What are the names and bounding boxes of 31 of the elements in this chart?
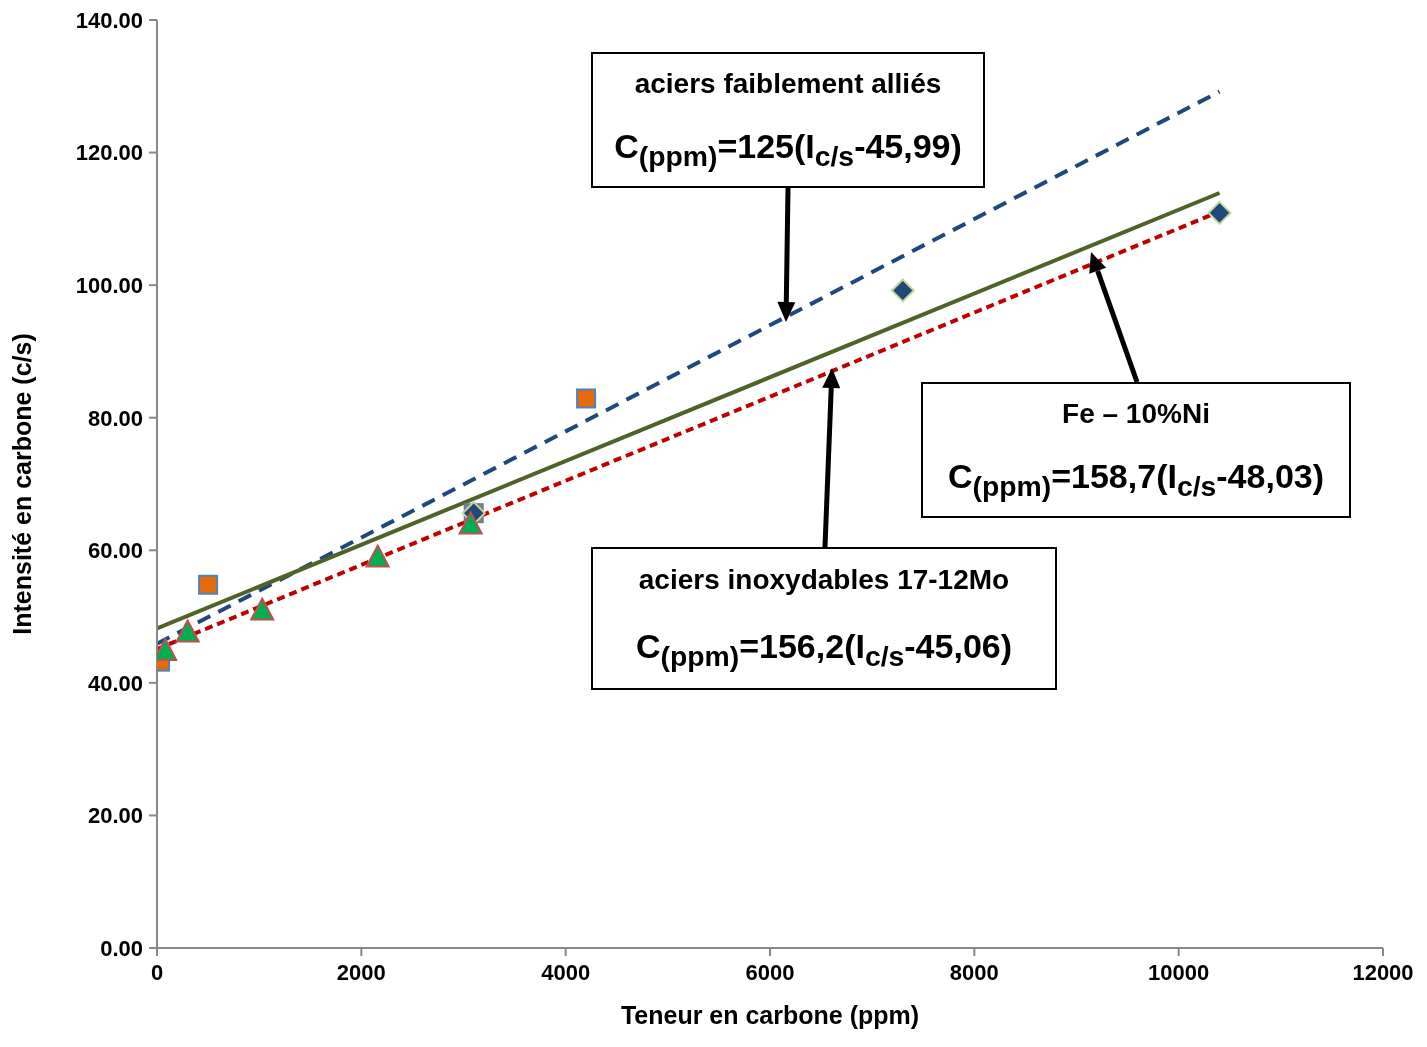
- annotation: C$_{(ppm)}$=158,7(I$_{c/s}$-48,03): [947, 456, 1325, 503]
- annotation: Fe – 10%Ni: [1062, 397, 1210, 430]
- annotation: aciers faiblement alliés: [634, 67, 942, 100]
- y-tick-label: 60.00: [87, 538, 143, 564]
- y-tick-label: 100.00: [75, 272, 143, 298]
- point: [1207, 200, 1232, 225]
- x-tick-label: 6000: [745, 959, 795, 985]
- point: [198, 574, 219, 595]
- y-axis-title: Intensité en carbone (c/s): [7, 333, 36, 635]
- y-tick-label: 40.00: [87, 670, 143, 696]
- point: [890, 278, 915, 303]
- annotation: C$_{(ppm)}$=125(I$_{c/s}$-45,99): [614, 126, 962, 173]
- point: [576, 388, 597, 409]
- point: [250, 597, 275, 621]
- y-tick-label: 20.00: [87, 803, 143, 829]
- x-tick-label: 12000: [1352, 959, 1414, 985]
- x-tick-label: 2000: [336, 959, 386, 985]
- annotation: aciers inoxydables 17-12Mo: [638, 564, 1010, 597]
- x-tick-label: 4000: [541, 959, 591, 985]
- x-tick-label: 8000: [949, 959, 999, 985]
- x-axis-title: Teneur en carbone (ppm): [620, 1001, 920, 1029]
- y-tick-label: 0.00: [100, 935, 143, 961]
- y-tick-label: 140.00: [75, 7, 143, 33]
- x-tick-label: 0: [150, 959, 164, 985]
- point: [458, 511, 483, 535]
- point: [175, 619, 200, 643]
- y-tick-label: 80.00: [87, 405, 143, 431]
- x-tick-label: 10000: [1148, 959, 1210, 985]
- point: [365, 544, 390, 568]
- annotation: C$_{(ppm)}$=156,2(I$_{c/s}$-45,06): [635, 626, 1013, 673]
- y-tick-label: 120.00: [75, 140, 143, 166]
